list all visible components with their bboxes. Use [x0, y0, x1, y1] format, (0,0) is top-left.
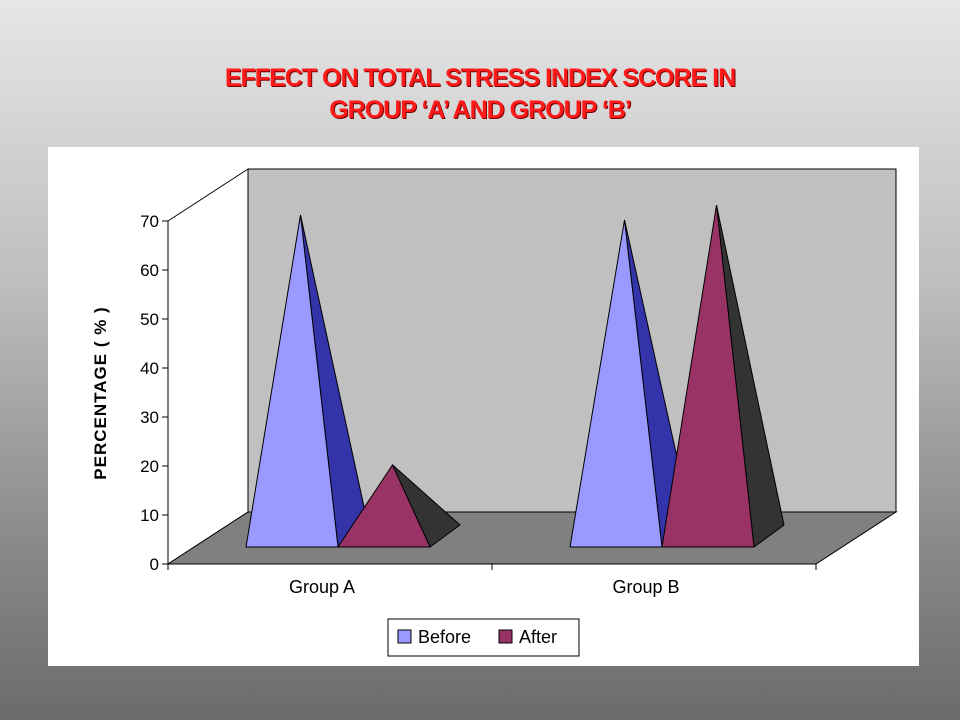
pyramid-chart: 0 10 20 30 40 50 60 70 Group A Group B PERCENTAG…	[91, 168, 898, 657]
y-tick-label: 20	[140, 457, 159, 476]
slide-title: EFFECT ON TOTAL STRESS INDEX SCORE IN GR…	[0, 62, 960, 126]
legend-label: Before	[418, 627, 471, 647]
x-category-label: Group B	[612, 577, 679, 597]
pyramid-front-face	[337, 463, 431, 548]
legend-swatch	[397, 629, 412, 644]
y-tick-label: 70	[140, 212, 159, 231]
y-tick-label: 30	[140, 408, 159, 427]
legend-box	[387, 618, 580, 657]
slide-title-line-1: EFFECT ON TOTAL STRESS INDEX SCORE IN	[224, 64, 736, 92]
pyramid-front-face	[661, 205, 755, 548]
y-tick-label: 0	[150, 555, 159, 574]
y-tick-label: 50	[140, 310, 159, 329]
slide-title-line-2: GROUP ‘A’ AND GROUP ‘B’	[329, 96, 632, 124]
y-axis-label: PERCENTAGE ( % )	[91, 306, 110, 479]
legend-label: After	[519, 627, 557, 647]
y-tick-label: 60	[140, 261, 159, 280]
pyramid-front-face	[245, 214, 339, 548]
chart-side-wall	[167, 168, 249, 565]
chart-container: 0 10 20 30 40 50 60 70 Group A Group B PERCENTAG…	[48, 147, 919, 666]
legend-swatch	[498, 629, 513, 644]
pyramid-front-face	[569, 219, 663, 548]
legend: Before After	[387, 618, 580, 657]
y-tick-label: 40	[140, 359, 159, 378]
x-category-label: Group A	[289, 577, 355, 597]
y-tick-label: 10	[140, 506, 159, 525]
